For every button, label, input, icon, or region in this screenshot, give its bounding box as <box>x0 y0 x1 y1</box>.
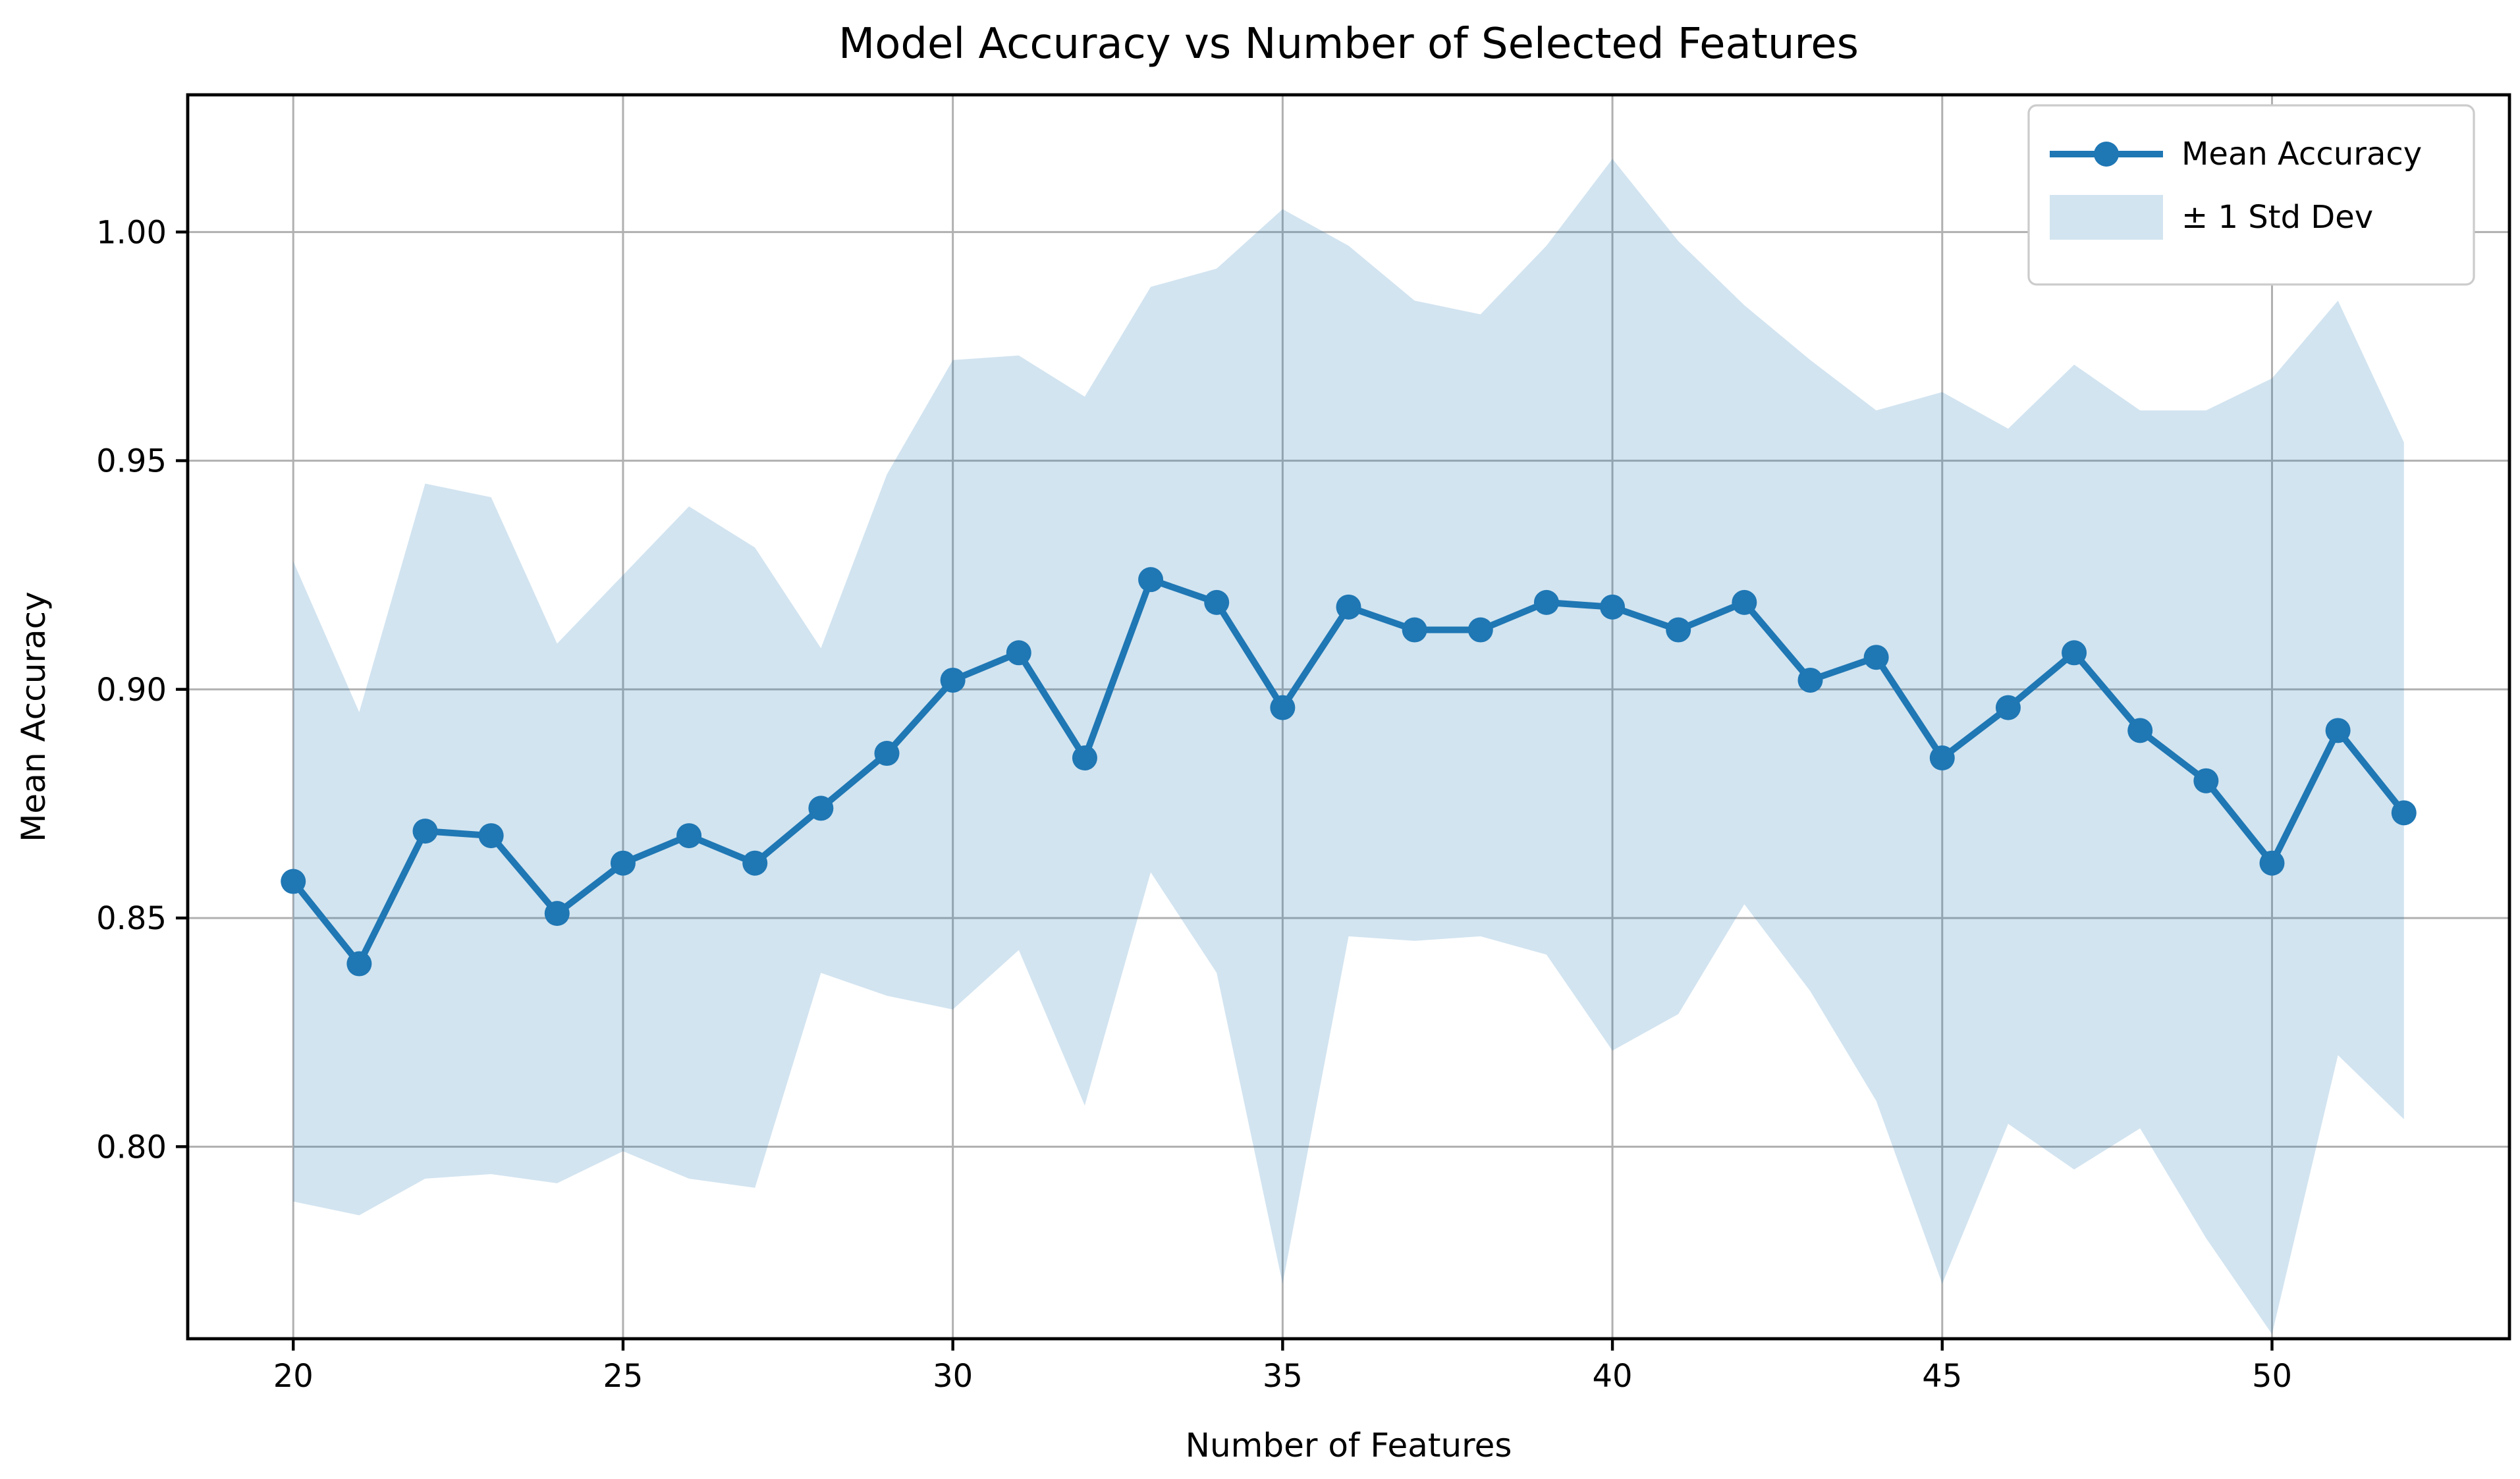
x-tick-label: 40 <box>1593 1358 1633 1395</box>
data-point-marker <box>874 741 900 766</box>
data-point-marker <box>2127 718 2153 743</box>
data-point-marker <box>742 850 768 876</box>
data-point-marker <box>1006 640 1031 666</box>
data-point-marker <box>346 951 372 977</box>
data-point-marker <box>1732 589 1757 615</box>
y-tick-label: 0.85 <box>96 900 167 937</box>
y-tick-label: 0.95 <box>96 443 167 480</box>
data-point-marker <box>1600 594 1626 620</box>
legend-label-mean-accuracy: Mean Accuracy <box>2181 136 2422 173</box>
x-axis-label: Number of Features <box>1186 1426 1512 1465</box>
x-tick-label: 25 <box>603 1358 643 1395</box>
data-point-marker <box>478 823 504 849</box>
x-tick-label: 45 <box>1922 1358 1962 1395</box>
data-point-marker <box>2259 850 2285 876</box>
grid-layer <box>188 95 2509 1339</box>
data-point-marker <box>940 667 966 693</box>
data-point-marker <box>2391 800 2417 826</box>
y-tick-label: 1.00 <box>96 214 167 251</box>
data-point-marker <box>610 850 636 876</box>
data-point-marker <box>1204 589 1230 615</box>
data-point-marker <box>1929 745 1955 771</box>
x-tick-label: 50 <box>2252 1358 2292 1395</box>
data-point-marker <box>1270 695 1296 720</box>
data-point-marker <box>281 869 306 894</box>
axes-spines <box>186 93 2511 1341</box>
legend-band-swatch <box>2050 195 2163 240</box>
plot-area <box>188 95 2509 1339</box>
series-layer <box>281 567 2417 977</box>
y-axis-label: Mean Accuracy <box>14 591 53 842</box>
data-point-marker <box>808 795 834 821</box>
data-point-marker <box>1138 567 1164 593</box>
data-point-marker <box>676 823 702 849</box>
data-point-marker <box>1995 695 2021 720</box>
data-point-marker <box>544 901 570 927</box>
tick-layer: 20 25 30 35 40 45 50 0.80 0.85 0.90 0.95 1.00 <box>96 214 2292 1395</box>
data-point-marker <box>1336 594 1361 620</box>
data-point-marker <box>1072 745 1097 771</box>
data-point-marker <box>1797 667 1823 693</box>
data-point-marker <box>1467 617 1493 643</box>
data-point-marker <box>2062 640 2087 666</box>
data-point-marker <box>1863 645 1889 670</box>
data-point-marker <box>1402 617 1427 643</box>
data-point-marker <box>1533 589 1559 615</box>
data-point-marker <box>1666 617 1691 643</box>
chart-title: Model Accuracy vs Number of Selected Fea… <box>838 20 1859 68</box>
y-tick-label: 0.90 <box>96 672 167 709</box>
data-point-marker <box>412 819 438 844</box>
x-tick-label: 30 <box>933 1358 973 1395</box>
data-point-marker <box>2193 768 2219 793</box>
legend: Mean Accuracy ± 1 Std Dev <box>2027 104 2475 286</box>
x-tick-label: 20 <box>273 1358 314 1395</box>
std-dev-band <box>293 159 2404 1335</box>
data-point-marker <box>2325 718 2351 743</box>
legend-box <box>2027 104 2475 286</box>
x-tick-label: 35 <box>1263 1358 1303 1395</box>
legend-marker-sample <box>2094 142 2119 167</box>
band-layer <box>293 159 2404 1335</box>
y-tick-label: 0.80 <box>96 1129 167 1166</box>
legend-label-std-dev: ± 1 Std Dev <box>2181 199 2373 236</box>
